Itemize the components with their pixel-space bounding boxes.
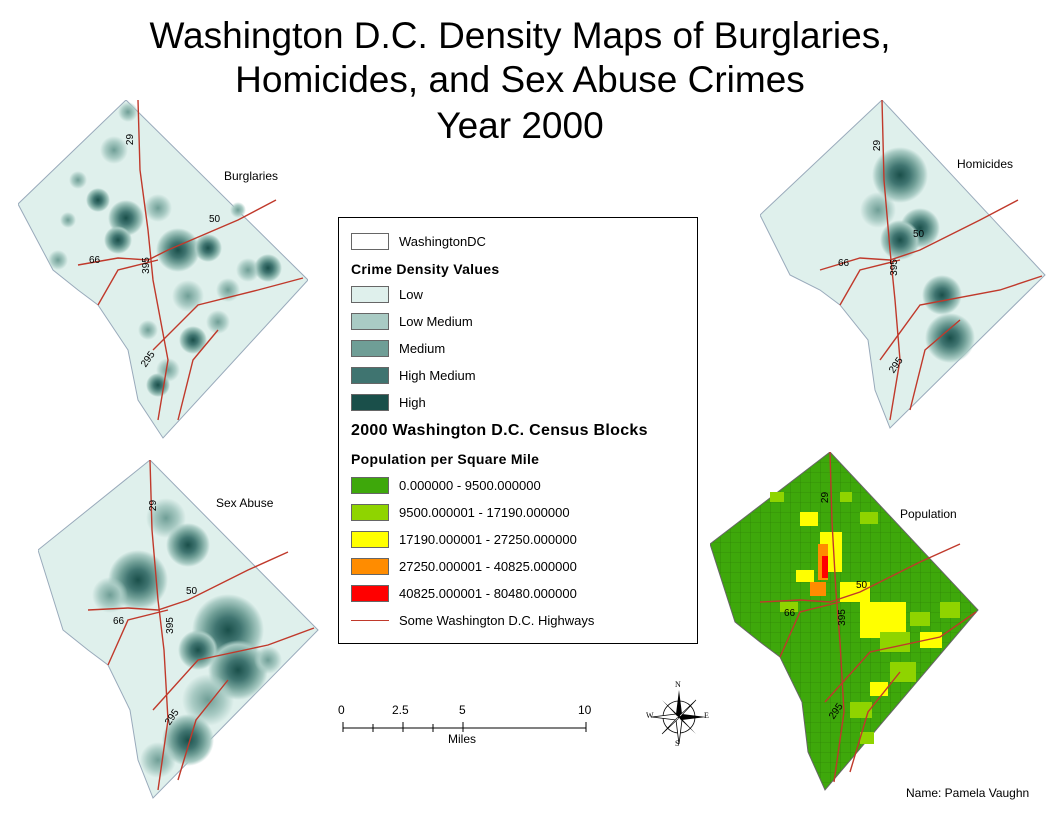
map-title-line-2: Homicides, and Sex Abuse Crimes — [235, 59, 805, 100]
highway-29-label: 29 — [872, 139, 884, 152]
legend-pop-class-2-label: 9500.000001 - 17190.000000 — [399, 505, 570, 520]
legend-crime-high: High — [351, 394, 426, 411]
highway-29-label: 29 — [820, 491, 832, 504]
homicides-label: Homicides — [957, 157, 1014, 171]
legend-crime-high-label: High — [399, 395, 426, 410]
scale-tick-5: 5 — [459, 703, 466, 717]
highway-395-label: 395 — [164, 617, 176, 634]
compass-n: N — [675, 680, 681, 689]
legend-pop-class-1: 0.000000 - 9500.000000 — [351, 477, 541, 494]
highway-66-label: 66 — [784, 608, 796, 619]
legend-pop-class-3: 17190.000001 - 27250.000000 — [351, 531, 577, 548]
population-map: Population 29 50 66 395 295 — [710, 452, 980, 792]
highway-66-label: 66 — [113, 616, 125, 627]
homicides-map: Homicides 29 50 66 395 295 — [760, 100, 1050, 430]
sex-abuse-label: Sex Abuse — [216, 496, 274, 510]
legend-pop-class-1-label: 0.000000 - 9500.000000 — [399, 478, 541, 493]
legend-crime-low-label: Low — [399, 287, 423, 302]
legend-pop-class-2: 9500.000001 - 17190.000000 — [351, 504, 570, 521]
map-title-line-3: Year 2000 — [436, 105, 604, 146]
north-arrow-icon: N S W E — [646, 680, 710, 748]
legend-boundary-swatch — [351, 233, 389, 250]
highway-395-label: 395 — [888, 259, 900, 276]
legend-pop-class-4-label: 27250.000001 - 40825.000000 — [399, 559, 577, 574]
scale-bar: 0 2.5 5 10 Miles — [338, 700, 598, 750]
scale-unit: Miles — [448, 732, 477, 746]
legend-crime-high-medium-swatch — [351, 367, 389, 384]
legend-pop-class-3-swatch — [351, 531, 389, 548]
highway-50-label: 50 — [209, 214, 221, 225]
legend-crime-medium-label: Medium — [399, 341, 446, 356]
highway-66-label: 66 — [838, 258, 850, 269]
legend-highway-line — [351, 620, 389, 621]
legend-crime-high-medium: High Medium — [351, 367, 476, 384]
legend-crime-heading: Crime Density Values — [351, 261, 500, 277]
legend-pop-class-5-swatch — [351, 585, 389, 602]
highway-50-label: 50 — [186, 586, 198, 597]
legend-pop-class-5: 40825.000001 - 80480.000000 — [351, 585, 577, 602]
legend-population-heading: Population per Square Mile — [351, 451, 540, 467]
author-name: Name: Pamela Vaughn — [906, 786, 1030, 800]
burglaries-map: Burglaries 29 50 66 395 295 — [18, 100, 308, 440]
legend-pop-class-4-swatch — [351, 558, 389, 575]
legend-crime-low-medium-swatch — [351, 313, 389, 330]
legend-pop-class-2-swatch — [351, 504, 389, 521]
highway-29-label: 29 — [125, 133, 137, 146]
highway-66-label: 66 — [89, 255, 101, 266]
scale-tick-10: 10 — [578, 703, 592, 717]
legend-pop-class-3-label: 17190.000001 - 27250.000000 — [399, 532, 577, 547]
legend-highways: Some Washington D.C. Highways — [351, 613, 594, 628]
legend-crime-high-swatch — [351, 394, 389, 411]
scale-tick-2-5: 2.5 — [392, 703, 409, 717]
legend-crime-low: Low — [351, 286, 423, 303]
legend-crime-medium-swatch — [351, 340, 389, 357]
legend-crime-high-medium-label: High Medium — [399, 368, 476, 383]
scale-tick-0: 0 — [338, 703, 345, 717]
legend-crime-low-medium: Low Medium — [351, 313, 473, 330]
legend-highways-label: Some Washington D.C. Highways — [399, 613, 595, 628]
highway-50-label: 50 — [856, 580, 868, 591]
legend-crime-low-swatch — [351, 286, 389, 303]
legend-crime-medium: Medium — [351, 340, 445, 357]
sex-abuse-map: Sex Abuse 29 50 66 395 295 — [38, 460, 320, 800]
highway-395-label: 395 — [140, 257, 152, 274]
legend-census-heading: 2000 Washington D.C. Census Blocks — [351, 422, 648, 439]
legend-boundary-label: WashingtonDC — [399, 234, 486, 249]
legend-boundary: WashingtonDC — [351, 233, 486, 250]
map-title-line-1: Washington D.C. Density Maps of Burglari… — [149, 15, 891, 56]
map-legend: WashingtonDC Crime Density Values Low Lo… — [338, 217, 698, 644]
compass-s: S — [675, 739, 680, 748]
legend-crime-low-medium-label: Low Medium — [399, 314, 473, 329]
legend-pop-class-5-label: 40825.000001 - 80480.000000 — [399, 586, 577, 601]
population-label: Population — [900, 507, 957, 521]
highway-395-label: 395 — [836, 609, 848, 626]
legend-pop-class-4: 27250.000001 - 40825.000000 — [351, 558, 577, 575]
highway-29-label: 29 — [148, 499, 160, 512]
burglaries-label: Burglaries — [224, 169, 279, 183]
highway-50-label: 50 — [913, 229, 925, 240]
compass-e: E — [704, 711, 709, 720]
legend-pop-class-1-swatch — [351, 477, 389, 494]
compass-w: W — [646, 711, 654, 720]
